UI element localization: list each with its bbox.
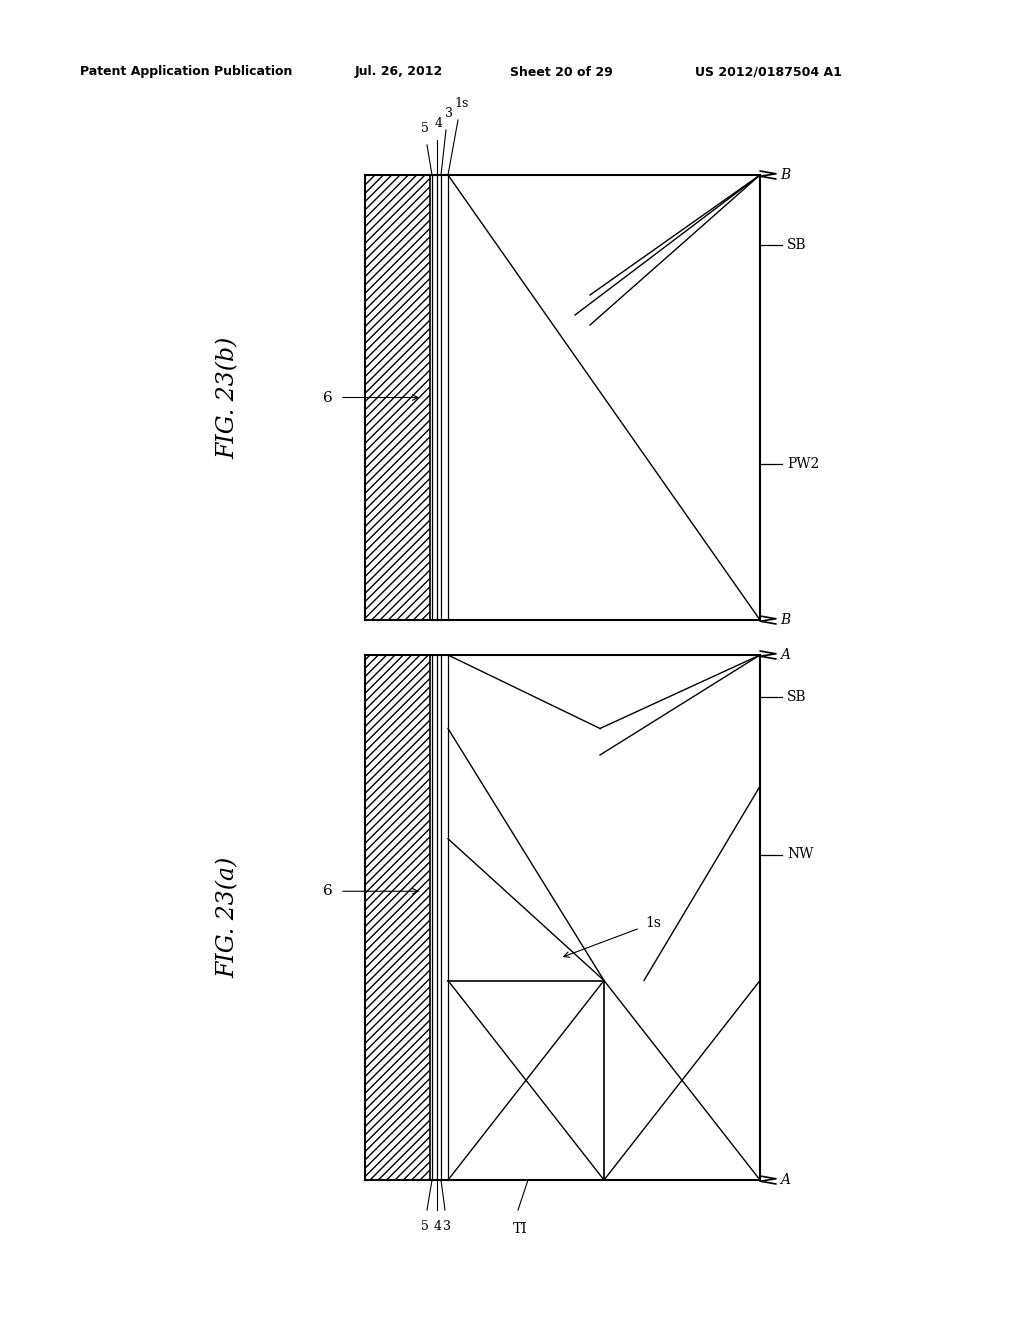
Text: 1s: 1s [645,916,662,931]
Text: 4: 4 [434,1220,442,1233]
Text: Sheet 20 of 29: Sheet 20 of 29 [510,66,612,78]
Text: 4: 4 [435,117,443,129]
Text: SB: SB [787,238,807,252]
Bar [365,176,430,620]
Text: A: A [780,1173,790,1187]
Text: 3: 3 [443,1220,451,1233]
Text: 5: 5 [421,121,429,135]
Text: 5: 5 [421,1220,429,1233]
Text: A: A [780,648,790,663]
Text: B: B [780,168,791,182]
Text: B: B [780,612,791,627]
Text: FIG. 23(b): FIG. 23(b) [216,337,240,458]
Text: NW: NW [787,847,813,862]
Text: 1s: 1s [455,96,469,110]
Text: PW2: PW2 [787,457,819,471]
Text: FIG. 23(a): FIG. 23(a) [216,857,240,978]
Text: 3: 3 [445,107,453,120]
Text: Jul. 26, 2012: Jul. 26, 2012 [355,66,443,78]
Text: 6: 6 [324,391,333,404]
Text: TI: TI [513,1222,527,1236]
Text: US 2012/0187504 A1: US 2012/0187504 A1 [695,66,842,78]
Text: 6: 6 [324,884,333,898]
Bar [365,655,430,1180]
Text: Patent Application Publication: Patent Application Publication [80,66,293,78]
Text: SB: SB [787,690,807,704]
